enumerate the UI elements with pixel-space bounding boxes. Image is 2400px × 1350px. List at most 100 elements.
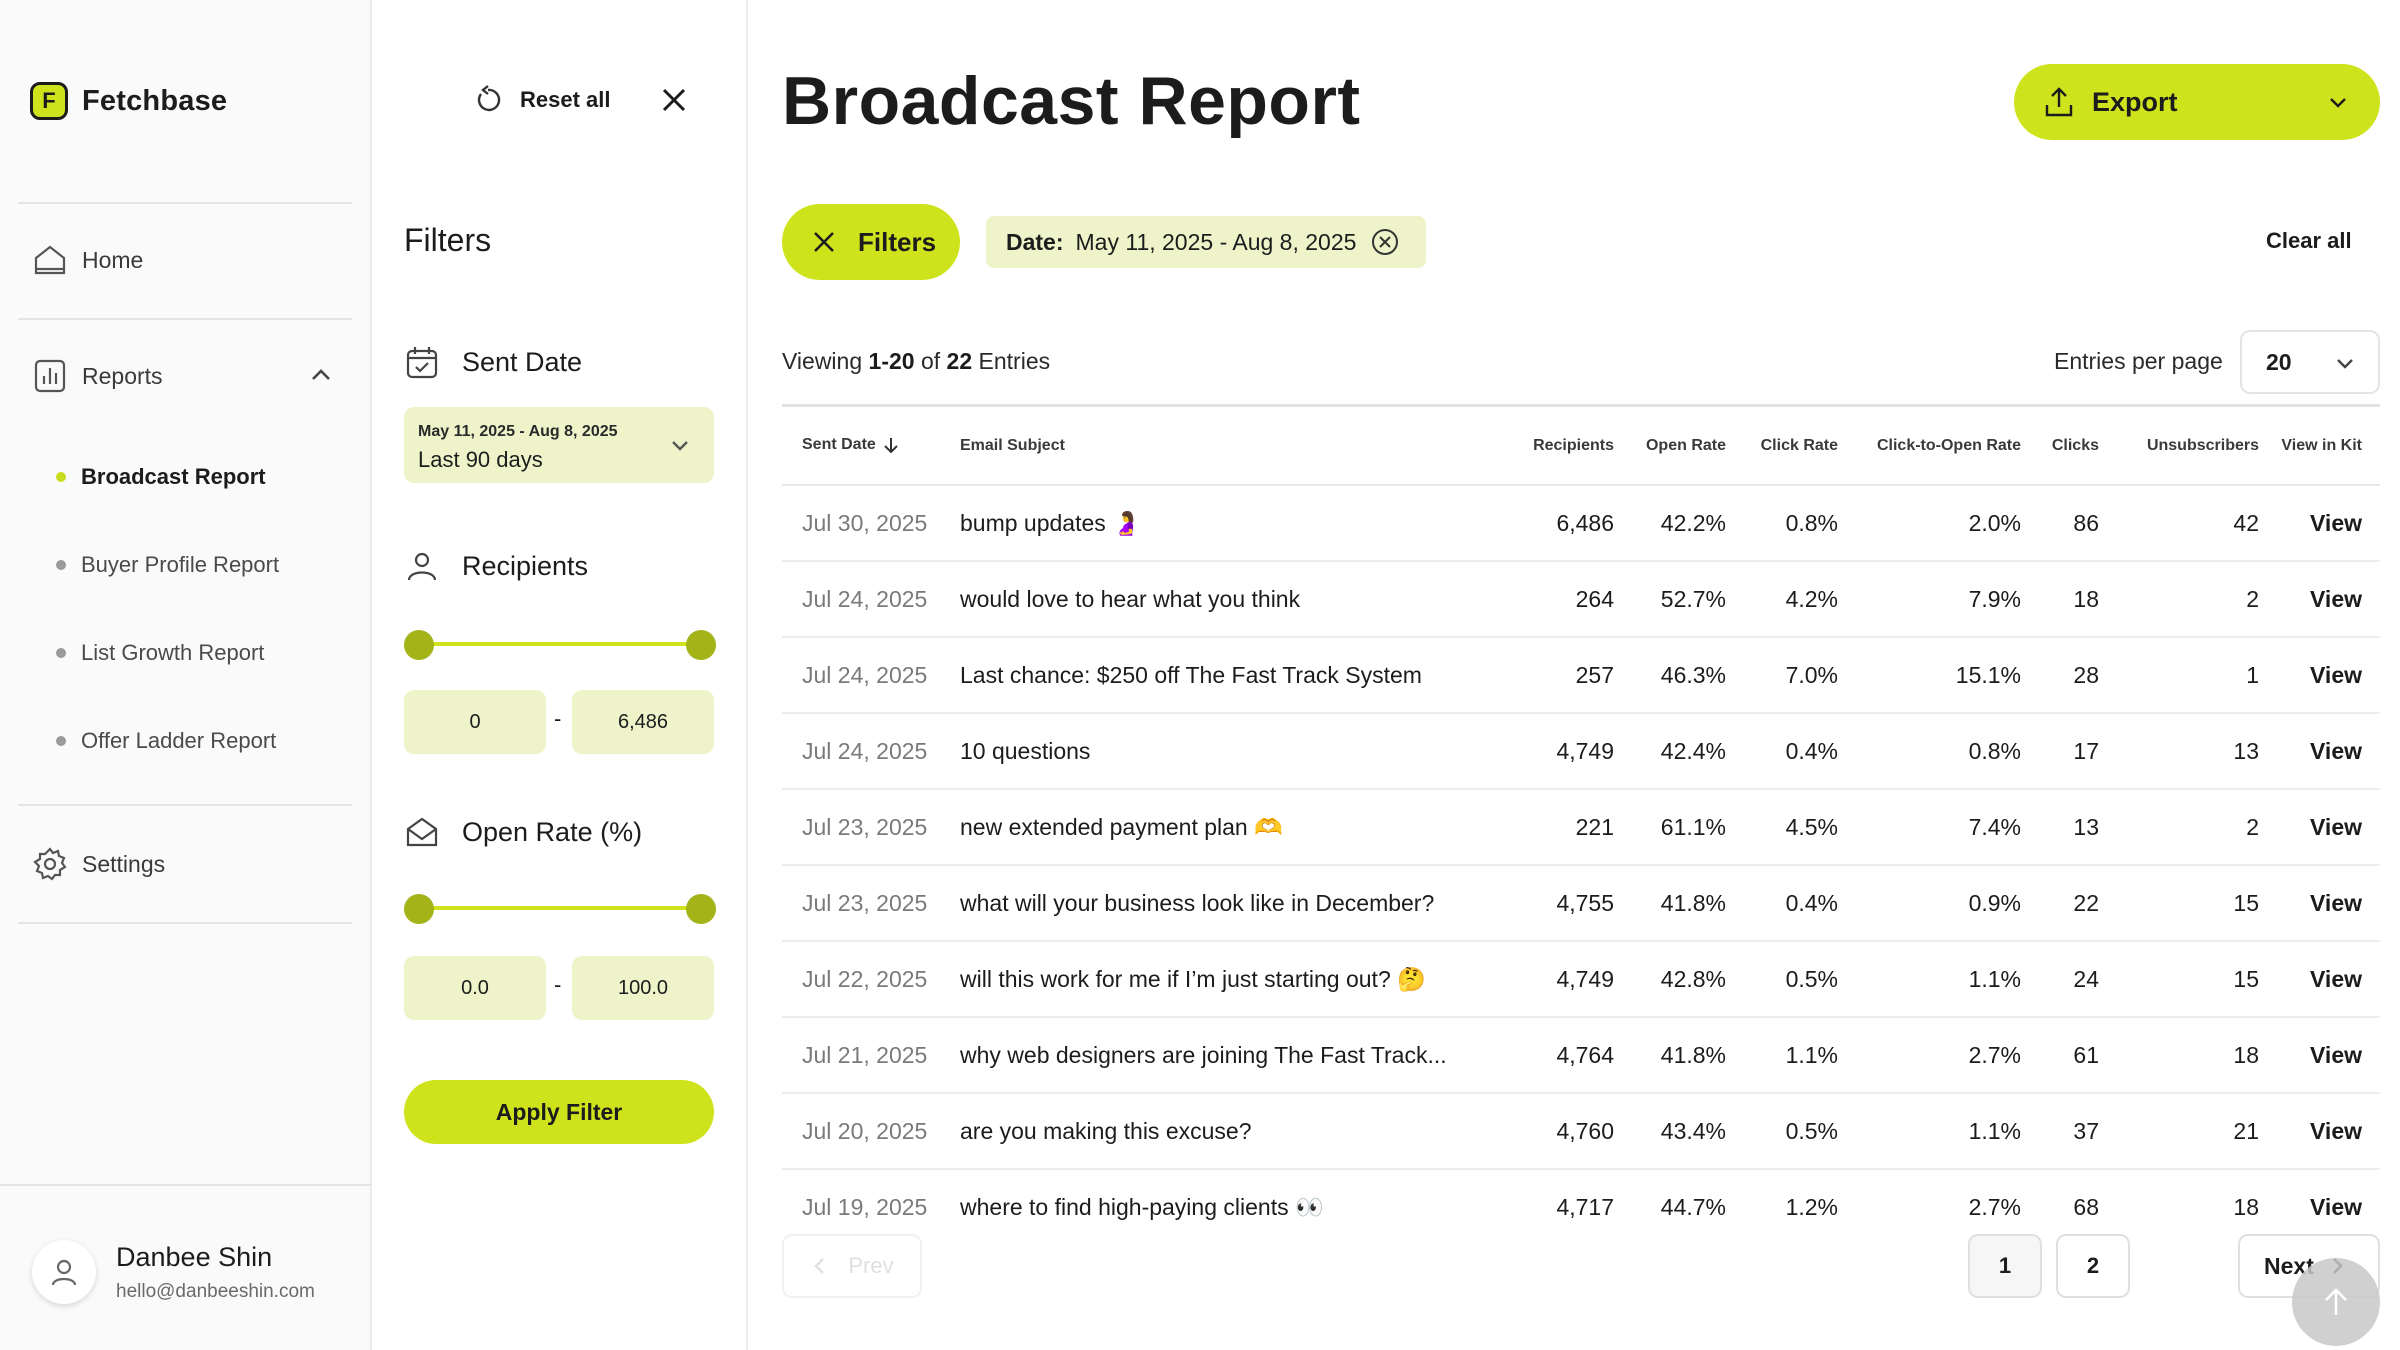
- table-row[interactable]: Jul 23, 2025 what will your business look…: [782, 865, 2380, 942]
- cell-click-to-open-rate: 2.7%: [1846, 1017, 2029, 1094]
- view-in-kit-link[interactable]: View: [2267, 789, 2380, 866]
- view-in-kit-link[interactable]: View: [2267, 1017, 2380, 1094]
- bar-chart-icon: [34, 359, 66, 393]
- cell-open-rate: 43.4%: [1622, 1093, 1734, 1170]
- close-icon: [814, 232, 834, 252]
- view-in-kit-link[interactable]: View: [2267, 941, 2380, 1018]
- column-header-sent-date[interactable]: Sent Date: [782, 407, 952, 486]
- open-rate-max-input[interactable]: 100.0: [572, 956, 714, 1020]
- viewing-of: of: [920, 348, 941, 374]
- cell-recipients: 221: [1512, 789, 1622, 866]
- recipients-min-input[interactable]: 0: [404, 690, 546, 754]
- page-button-2[interactable]: 2: [2056, 1234, 2130, 1298]
- cell-unsubscribers: 1: [2107, 637, 2267, 714]
- table-row[interactable]: Jul 21, 2025 why web designers are joinin…: [782, 1017, 2380, 1094]
- sidebar-item-label: Home: [82, 246, 144, 273]
- remove-circle-icon[interactable]: [1370, 227, 1400, 257]
- cell-open-rate: 52.7%: [1622, 561, 1734, 638]
- close-icon[interactable]: [658, 84, 690, 116]
- slider-min-handle[interactable]: [404, 630, 434, 660]
- sidebar-item-label: Buyer Profile Report: [81, 552, 280, 577]
- cell-clicks: 18: [2029, 561, 2107, 638]
- calendar-check-icon: [406, 347, 438, 379]
- cell-click-to-open-rate: 7.9%: [1846, 561, 2029, 638]
- slider-max-handle[interactable]: [686, 630, 716, 660]
- viewing-range: 1-20: [868, 348, 915, 374]
- entries-per-page-label: Entries per page: [2054, 348, 2223, 374]
- view-in-kit-link[interactable]: View: [2267, 865, 2380, 942]
- open-rate-min-input[interactable]: 0.0: [404, 956, 546, 1020]
- cell-unsubscribers: 13: [2107, 713, 2267, 790]
- sidebar-item-settings[interactable]: Settings: [32, 846, 165, 882]
- table-row[interactable]: Jul 30, 2025 bump updates 🤰 6,486 42.2% 0.8%…: [782, 485, 2380, 562]
- cell-click-rate: 7.0%: [1734, 637, 1846, 714]
- apply-filter-button[interactable]: Apply Filter: [404, 1080, 714, 1144]
- column-header-unsubscribers[interactable]: Unsubscribers: [2107, 407, 2267, 486]
- cell-open-rate: 41.8%: [1622, 865, 1734, 942]
- chevron-up-icon[interactable]: [308, 362, 334, 388]
- table-row[interactable]: Jul 24, 2025 would love to hear what you …: [782, 561, 2380, 638]
- sidebar-item-label: Broadcast Report: [81, 464, 266, 489]
- view-in-kit-link[interactable]: View: [2267, 485, 2380, 562]
- sidebar-divider: [0, 1184, 372, 1186]
- cell-clicks: 86: [2029, 485, 2107, 562]
- table-row[interactable]: Jul 24, 2025 10 questions 4,749 42.4% 0.4% 0.…: [782, 713, 2380, 790]
- sidebar-item-broadcast-report[interactable]: Broadcast Report: [56, 464, 266, 490]
- cell-email-subject: will this work for me if I’m just starti…: [952, 941, 1512, 1018]
- cell-email-subject: why web designers are joining The Fast T…: [952, 1017, 1512, 1094]
- date-range-select[interactable]: May 11, 2025 - Aug 8, 2025 Last 90 days: [404, 407, 714, 483]
- column-header-email-subject[interactable]: Email Subject: [952, 407, 1512, 486]
- column-header-click-to-open-rate[interactable]: Click-to-Open Rate: [1846, 407, 2029, 486]
- column-header-recipients[interactable]: Recipients: [1512, 407, 1622, 486]
- cell-click-to-open-rate: 1.1%: [1846, 1093, 2029, 1170]
- column-header-open-rate[interactable]: Open Rate: [1622, 407, 1734, 486]
- date-range-text: May 11, 2025 - Aug 8, 2025: [418, 423, 618, 440]
- view-in-kit-link[interactable]: View: [2267, 713, 2380, 790]
- sidebar-divider: [18, 318, 352, 320]
- view-in-kit-link[interactable]: View: [2267, 1093, 2380, 1170]
- filters-chip-label: Filters: [858, 226, 937, 257]
- column-header-clicks[interactable]: Clicks: [2029, 407, 2107, 486]
- user-profile[interactable]: Danbee Shin hello@danbeeshin.com: [32, 1240, 315, 1304]
- date-filter-chip[interactable]: Date: May 11, 2025 - Aug 8, 2025: [986, 216, 1426, 268]
- cell-email-subject: Last chance: $250 off The Fast Track Sys…: [952, 637, 1512, 714]
- view-in-kit-link[interactable]: View: [2267, 561, 2380, 638]
- column-header-click-rate[interactable]: Click Rate: [1734, 407, 1846, 486]
- prev-page-button[interactable]: Prev: [782, 1234, 922, 1298]
- recipients-slider[interactable]: [404, 629, 716, 660]
- slider-min-handle[interactable]: [404, 894, 434, 924]
- cell-click-to-open-rate: 2.0%: [1846, 485, 2029, 562]
- export-button[interactable]: Export: [2014, 64, 2380, 140]
- view-in-kit-link[interactable]: View: [2267, 1169, 2380, 1220]
- table-header-row: Sent Date Email Subject Recipients Open …: [782, 407, 2380, 486]
- reset-all-button[interactable]: Reset all: [472, 84, 611, 116]
- table-row[interactable]: Jul 22, 2025 will this work for me if I’m…: [782, 941, 2380, 1018]
- table-row[interactable]: Jul 23, 2025 new extended payment plan 🫶 2…: [782, 789, 2380, 866]
- recipients-max-input[interactable]: 6,486: [572, 690, 714, 754]
- scroll-to-top-button[interactable]: [2292, 1258, 2380, 1346]
- cell-click-to-open-rate: 1.1%: [1846, 941, 2029, 1018]
- entries-per-page-select[interactable]: 20: [2240, 330, 2380, 394]
- open-rate-slider[interactable]: [404, 893, 716, 924]
- sidebar-item-buyer-profile-report[interactable]: Buyer Profile Report: [56, 552, 279, 578]
- viewing-suffix: Entries: [978, 348, 1051, 374]
- sidebar-item-offer-ladder-report[interactable]: Offer Ladder Report: [56, 728, 276, 754]
- cell-click-rate: 0.4%: [1734, 865, 1846, 942]
- view-in-kit-link[interactable]: View: [2267, 637, 2380, 714]
- sidebar-item-list-growth-report[interactable]: List Growth Report: [56, 640, 264, 666]
- table-row[interactable]: Jul 20, 2025 are you making this excuse? 4…: [782, 1093, 2380, 1170]
- table-row[interactable]: Jul 19, 2025 where to find high-paying cl…: [782, 1169, 2380, 1220]
- cell-click-rate: 1.1%: [1734, 1017, 1846, 1094]
- sidebar-item-home[interactable]: Home: [32, 242, 143, 278]
- open-envelope-icon: [406, 817, 438, 847]
- sidebar-item-label: Reports: [82, 362, 163, 389]
- sidebar-item-reports[interactable]: Reports: [32, 358, 163, 394]
- cell-unsubscribers: 2: [2107, 561, 2267, 638]
- table-row[interactable]: Jul 24, 2025 Last chance: $250 off The Fa…: [782, 637, 2380, 714]
- filters-toggle-button[interactable]: Filters: [782, 204, 960, 280]
- clear-all-button[interactable]: Clear all: [2266, 228, 2352, 253]
- slider-max-handle[interactable]: [686, 894, 716, 924]
- sort-down-icon[interactable]: [882, 436, 900, 454]
- app-logo[interactable]: F Fetchbase: [30, 82, 227, 120]
- page-button-1[interactable]: 1: [1968, 1234, 2042, 1298]
